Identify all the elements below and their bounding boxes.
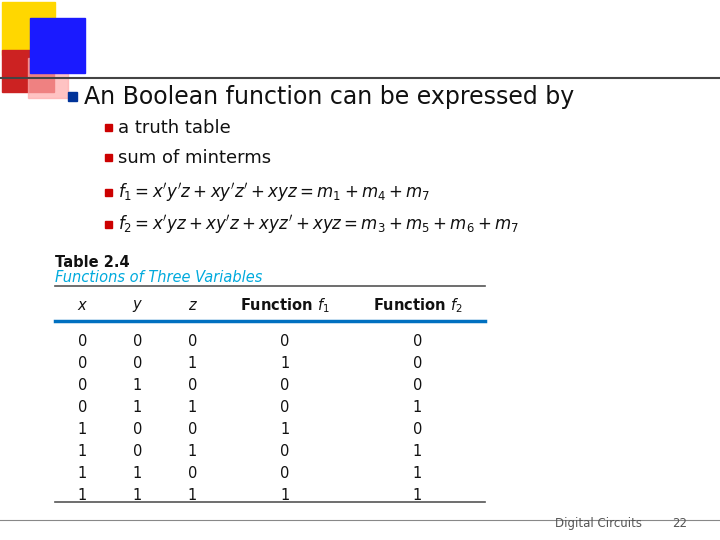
Text: 1: 1 — [78, 488, 87, 503]
Text: 1: 1 — [78, 465, 87, 481]
Text: 0: 0 — [188, 465, 197, 481]
Text: Table 2.4: Table 2.4 — [55, 255, 130, 270]
Text: 0: 0 — [413, 334, 422, 348]
Text: 1: 1 — [280, 422, 289, 436]
Text: Function $\mathit{f}_2$: Function $\mathit{f}_2$ — [373, 296, 462, 315]
Bar — [105, 221, 112, 228]
Text: $f_1 = x'y'z + xy'z' + xyz = m_1 + m_4 + m_7$: $f_1 = x'y'z + xy'z' + xyz = m_1 + m_4 +… — [118, 181, 431, 205]
Text: 1: 1 — [78, 443, 87, 458]
Text: 1: 1 — [413, 400, 422, 415]
Text: a truth table: a truth table — [118, 119, 230, 137]
Text: 1: 1 — [188, 400, 197, 415]
Text: 1: 1 — [133, 488, 142, 503]
Text: $\mathit{z}$: $\mathit{z}$ — [187, 298, 197, 313]
Bar — [2, 2, 55, 55]
Text: 1: 1 — [133, 465, 142, 481]
Text: $\mathit{x}$: $\mathit{x}$ — [77, 298, 88, 313]
Text: 0: 0 — [132, 422, 142, 436]
Text: 0: 0 — [132, 334, 142, 348]
Text: 0: 0 — [78, 334, 87, 348]
Text: 1: 1 — [133, 400, 142, 415]
Text: 1: 1 — [280, 488, 289, 503]
Bar — [105, 189, 112, 196]
Bar — [68, 92, 77, 101]
Text: 1: 1 — [188, 355, 197, 370]
Bar — [2, 50, 54, 92]
Text: 1: 1 — [188, 443, 197, 458]
Text: 0: 0 — [132, 443, 142, 458]
Text: 1: 1 — [413, 488, 422, 503]
Text: 0: 0 — [132, 355, 142, 370]
Text: 0: 0 — [280, 465, 289, 481]
Bar — [105, 154, 112, 161]
Text: 0: 0 — [78, 377, 87, 393]
Text: 0: 0 — [413, 355, 422, 370]
Text: 0: 0 — [413, 422, 422, 436]
Text: 0: 0 — [280, 400, 289, 415]
Text: 0: 0 — [78, 400, 87, 415]
Text: 1: 1 — [280, 355, 289, 370]
Text: Function $\mathit{f}_1$: Function $\mathit{f}_1$ — [240, 296, 330, 315]
Text: 0: 0 — [188, 422, 197, 436]
Text: 1: 1 — [413, 465, 422, 481]
Text: 0: 0 — [78, 355, 87, 370]
Text: Functions of Three Variables: Functions of Three Variables — [55, 270, 262, 285]
Text: 1: 1 — [78, 422, 87, 436]
Text: $f_2 = x'yz + xy'z + xyz' + xyz = m_3 + m_5 + m_6 + m_7$: $f_2 = x'yz + xy'z + xyz' + xyz = m_3 + … — [118, 213, 519, 237]
Text: 0: 0 — [280, 334, 289, 348]
Text: 0: 0 — [188, 377, 197, 393]
Text: 1: 1 — [188, 488, 197, 503]
Text: 0: 0 — [188, 334, 197, 348]
Text: $\mathit{y}$: $\mathit{y}$ — [132, 298, 143, 314]
Text: 0: 0 — [413, 377, 422, 393]
Text: 0: 0 — [280, 443, 289, 458]
Text: Digital Circuits: Digital Circuits — [555, 517, 642, 530]
Text: 0: 0 — [280, 377, 289, 393]
Bar — [30, 18, 85, 73]
Text: An Boolean function can be expressed by: An Boolean function can be expressed by — [84, 85, 575, 109]
Bar — [105, 124, 112, 131]
Text: 1: 1 — [133, 377, 142, 393]
Text: 22: 22 — [672, 517, 687, 530]
Text: 1: 1 — [413, 443, 422, 458]
Bar — [28, 58, 68, 98]
Text: sum of minterms: sum of minterms — [118, 149, 271, 167]
